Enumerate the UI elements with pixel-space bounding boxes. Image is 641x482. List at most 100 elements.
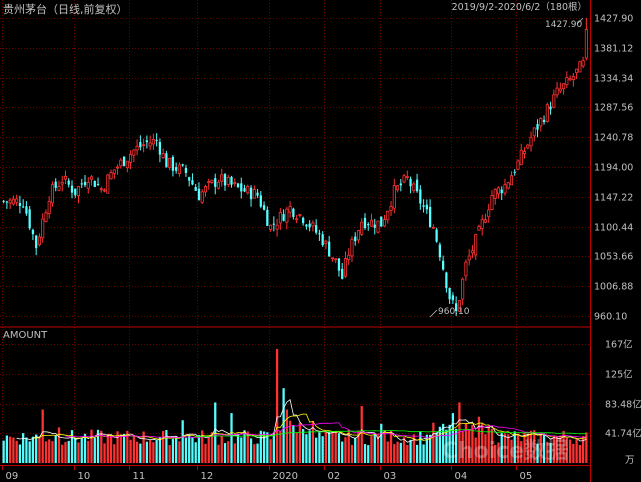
candle-body <box>337 258 341 271</box>
x-tick-labels: 09 10 11 12 2020 02 03 04 05 <box>6 471 533 482</box>
candle-body <box>308 223 311 228</box>
candle <box>197 182 201 201</box>
volume-ma-line <box>65 422 587 439</box>
candle <box>428 199 432 228</box>
candle <box>28 205 31 231</box>
candle-body <box>214 178 217 187</box>
candle <box>425 199 428 214</box>
candle-body <box>441 260 445 270</box>
volume-bar <box>516 433 520 463</box>
volume-bar <box>318 432 321 463</box>
candle-body <box>288 206 292 213</box>
volume-bar <box>116 431 119 463</box>
x-tick-label: 04 <box>455 471 468 482</box>
candle <box>191 173 194 186</box>
candle-body <box>373 224 376 228</box>
volume-bar <box>334 432 337 463</box>
volume-bar <box>481 423 484 463</box>
candle <box>223 173 227 191</box>
moving-average-lines <box>16 399 587 443</box>
volume-bar <box>529 430 533 463</box>
volume-bar <box>256 443 259 463</box>
candle <box>83 175 87 188</box>
volume-ma-line <box>16 399 587 443</box>
volume-bar <box>175 436 178 463</box>
candle-body <box>315 225 318 233</box>
candle-body <box>129 154 133 163</box>
candle-body <box>503 184 507 194</box>
volume-bar <box>380 423 383 463</box>
candle <box>409 176 412 194</box>
candle-body <box>256 192 259 196</box>
candle-body <box>171 156 175 171</box>
volume-bar <box>448 424 451 463</box>
candle <box>31 228 35 241</box>
candle-body <box>50 184 55 204</box>
date-range-label: 2019/9/2-2020/6/2（180根） <box>452 1 587 13</box>
volume-bar <box>389 430 393 463</box>
watermark: Choice数据 <box>442 438 568 464</box>
candle-body <box>354 236 357 242</box>
candle <box>558 82 562 94</box>
volume-bar <box>100 430 103 463</box>
candle-body <box>490 195 494 211</box>
candle-body <box>477 226 481 231</box>
volume-bar <box>295 432 298 463</box>
volume-tick-label: 167亿 <box>605 339 633 351</box>
x-tick-label: 11 <box>133 471 146 482</box>
candle-body <box>455 303 458 312</box>
candle <box>328 235 331 257</box>
candle-body <box>44 212 48 222</box>
volume-bar <box>344 437 347 463</box>
volume-bar <box>536 443 539 463</box>
candle <box>445 271 448 293</box>
volume-bar <box>292 424 295 463</box>
volume-bar <box>438 426 442 463</box>
volume-bar <box>275 348 279 463</box>
volume-bar <box>393 444 396 463</box>
candle-body <box>177 164 181 174</box>
candle <box>142 138 146 153</box>
volume-bar <box>181 420 184 463</box>
x-tick-label: 12 <box>201 471 214 482</box>
candle <box>298 213 302 218</box>
volume-bar <box>412 434 415 463</box>
candle <box>483 213 487 224</box>
candle-body <box>266 209 269 226</box>
candle-body <box>125 160 129 169</box>
candle-body <box>568 78 572 81</box>
candle <box>67 178 70 188</box>
candle-body <box>22 206 25 208</box>
candle <box>369 213 374 227</box>
candle-body <box>402 175 406 183</box>
candle <box>148 135 152 151</box>
volume-bar <box>497 442 500 463</box>
volume-ma-line <box>32 413 587 441</box>
volume-bar <box>347 429 350 463</box>
volume-bar <box>227 441 230 463</box>
volume-bar <box>25 437 28 463</box>
volume-bar <box>12 437 15 463</box>
candle <box>451 292 455 304</box>
volume-bar <box>233 443 236 463</box>
volume-bar <box>520 441 523 463</box>
volume-bar <box>61 444 64 463</box>
candle <box>311 220 315 232</box>
volume-bar <box>370 436 373 463</box>
candle-body <box>369 219 374 227</box>
candle <box>389 201 393 216</box>
candle <box>301 216 305 226</box>
candle-body <box>457 300 461 312</box>
candle-body <box>35 235 38 249</box>
candle <box>266 206 269 226</box>
candle-body <box>343 258 348 277</box>
candle <box>419 185 422 210</box>
candle-body <box>93 180 96 187</box>
volume-bar <box>126 430 129 463</box>
volume-bar <box>565 437 568 463</box>
volume-bar <box>74 438 77 463</box>
candle-body <box>330 257 334 260</box>
volume-bar <box>194 442 197 463</box>
candle <box>532 127 536 142</box>
candle <box>536 119 539 138</box>
